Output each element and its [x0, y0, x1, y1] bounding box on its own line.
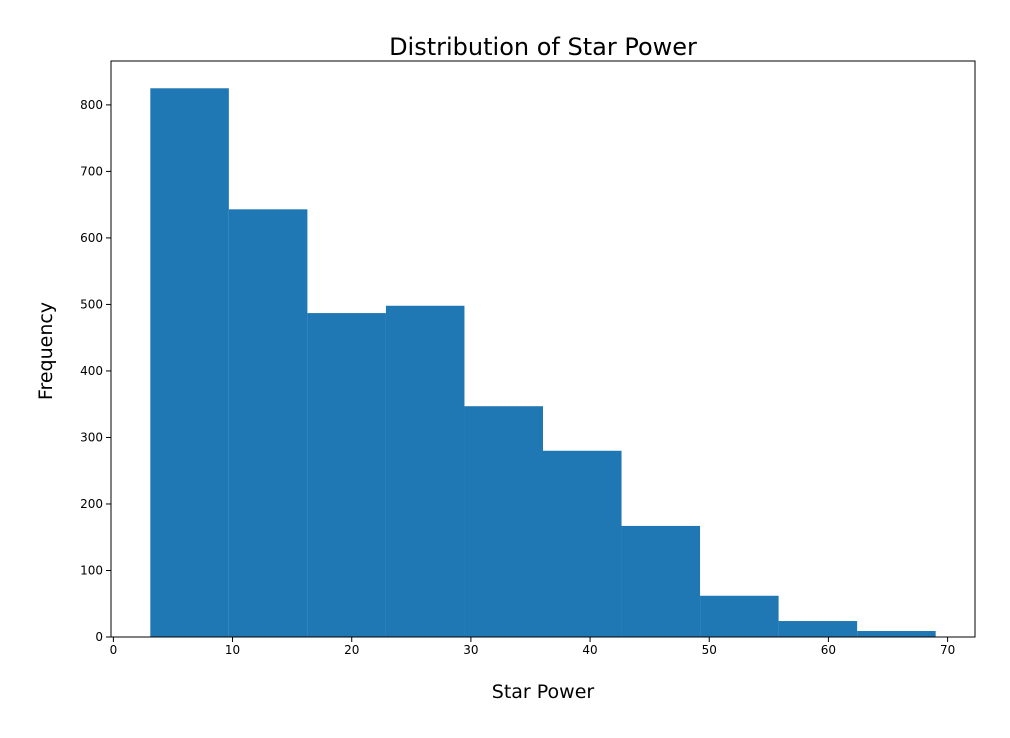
- y-tick-label: 500: [80, 297, 103, 311]
- histogram-bar-8: [700, 595, 779, 637]
- bars-group: [150, 88, 936, 638]
- y-tick-label: 600: [80, 231, 103, 245]
- y-axis-label: Frequency: [35, 302, 57, 400]
- histogram-bar-2: [228, 209, 308, 638]
- histogram-bar-1: [150, 88, 229, 638]
- x-axis-label: Star Power: [492, 681, 595, 703]
- histogram-bar-9: [778, 621, 858, 637]
- x-tick-label: 10: [225, 643, 240, 657]
- histogram-bar-5: [464, 406, 543, 637]
- x-axis: 0 10 20 30 40 50 60 70: [110, 637, 955, 657]
- y-axis: 0 100 200 300 400 500 600 700 800: [80, 98, 111, 644]
- y-tick-label: 100: [80, 563, 103, 577]
- histogram-bar-6: [543, 450, 622, 637]
- x-tick-label: 30: [463, 643, 478, 657]
- histogram-bar-10: [857, 631, 936, 637]
- x-tick-label: 40: [582, 643, 597, 657]
- y-tick-label: 800: [80, 98, 103, 112]
- y-tick-label: 700: [80, 164, 103, 178]
- chart-title: Distribution of Star Power: [389, 33, 697, 61]
- histogram-bar-7: [621, 525, 701, 637]
- y-tick-label: 400: [80, 364, 103, 378]
- x-tick-label: 50: [702, 643, 717, 657]
- y-tick-label: 300: [80, 430, 103, 444]
- plot-area-frame: [110, 60, 976, 638]
- histogram-bar-4: [385, 305, 465, 637]
- histogram-bar-3: [307, 313, 386, 637]
- y-tick-label: 0: [95, 630, 103, 644]
- y-tick-label: 200: [80, 497, 103, 511]
- x-tick-label: 20: [344, 643, 359, 657]
- x-tick-label: 70: [940, 643, 955, 657]
- x-tick-label: 60: [821, 643, 836, 657]
- x-tick-label: 0: [110, 643, 118, 657]
